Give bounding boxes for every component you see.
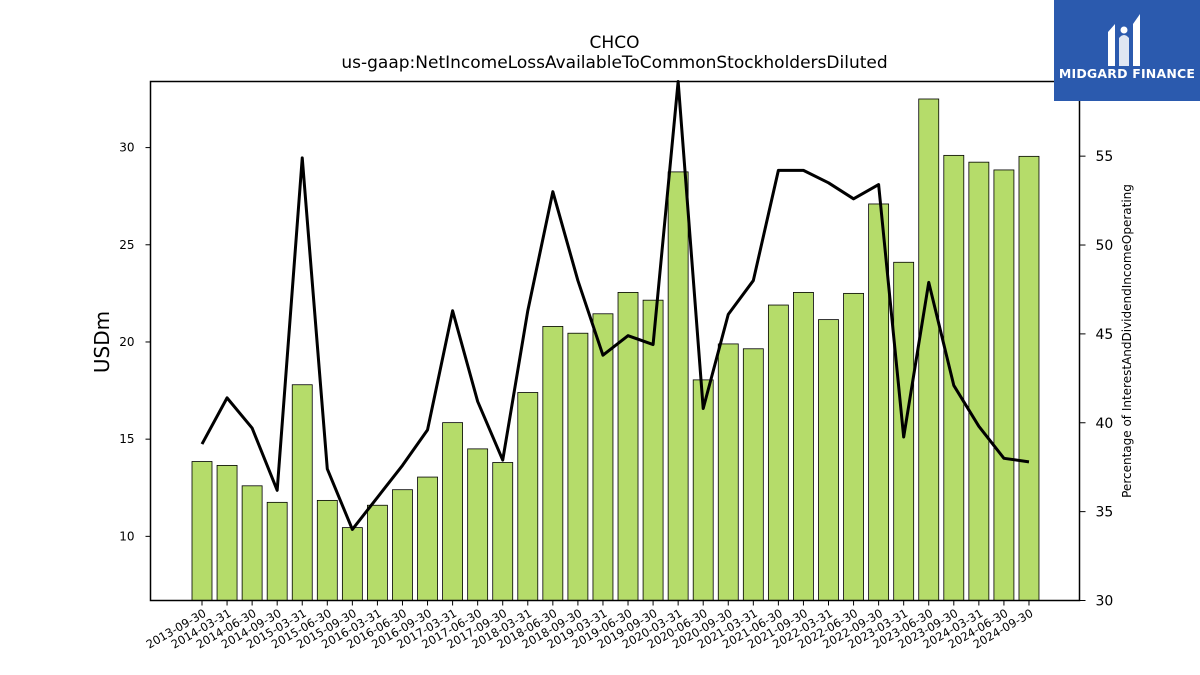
bar [241, 485, 263, 601]
y2-tick-label: 55 [1096, 149, 1114, 165]
y2-axis-label: Percentage of InterestAndDividendIncomeO… [1120, 184, 1134, 498]
bar [592, 313, 614, 601]
bar [191, 461, 213, 601]
bar [667, 171, 689, 601]
y-tick-label: 30 [119, 141, 134, 155]
bar [1018, 155, 1040, 601]
chart-title: CHCO [590, 33, 640, 53]
bar [367, 504, 388, 601]
plot-frame [149, 80, 1081, 602]
y-tick-label: 20 [119, 335, 134, 349]
y2-tick-label: 35 [1096, 505, 1114, 521]
bar [542, 326, 564, 601]
right-y-axis: 30 35 40 45 50 55 [1079, 149, 1114, 610]
bar [266, 501, 288, 601]
bar [392, 489, 413, 601]
bar [843, 292, 864, 601]
bar [467, 448, 489, 601]
y2-tick-label: 50 [1096, 238, 1114, 254]
bar [717, 343, 739, 601]
bar [692, 379, 714, 601]
y2-tick-label: 30 [1096, 594, 1114, 610]
bar [818, 319, 839, 601]
bar [968, 161, 990, 601]
chart-subtitle: us-gaap:NetIncomeLossAvailableToCommonSt… [341, 53, 887, 73]
bar [492, 462, 514, 601]
logo-icon [1108, 14, 1140, 66]
bar [943, 154, 965, 601]
y-tick-label: 15 [119, 432, 134, 446]
y-tick-label: 25 [119, 238, 134, 252]
bar [567, 332, 589, 601]
bar [767, 304, 789, 601]
bar [742, 348, 764, 601]
bar [216, 464, 238, 601]
y-tick-label: 10 [119, 529, 134, 543]
y2-tick-label: 40 [1096, 416, 1114, 432]
bar [793, 291, 814, 601]
x-axis: 2013-09-302014-03-312014-06-302014-09-30… [144, 600, 1035, 652]
line-series [200, 80, 1030, 531]
bar [341, 527, 363, 601]
bar [291, 384, 313, 601]
logo-text: MIDGARD FINANCE [1058, 66, 1196, 81]
bar [517, 392, 539, 601]
bar [316, 499, 338, 601]
bar [442, 422, 464, 601]
brand-logo: MIDGARD FINANCE [1054, 0, 1200, 101]
y2-tick-label: 45 [1096, 327, 1114, 343]
bar [417, 476, 438, 601]
bar [918, 98, 940, 601]
series-line [200, 80, 1030, 531]
bar [993, 169, 1015, 601]
y-axis-label: USDm [90, 311, 114, 373]
left-y-axis: 10 15 20 25 30 [119, 141, 151, 543]
